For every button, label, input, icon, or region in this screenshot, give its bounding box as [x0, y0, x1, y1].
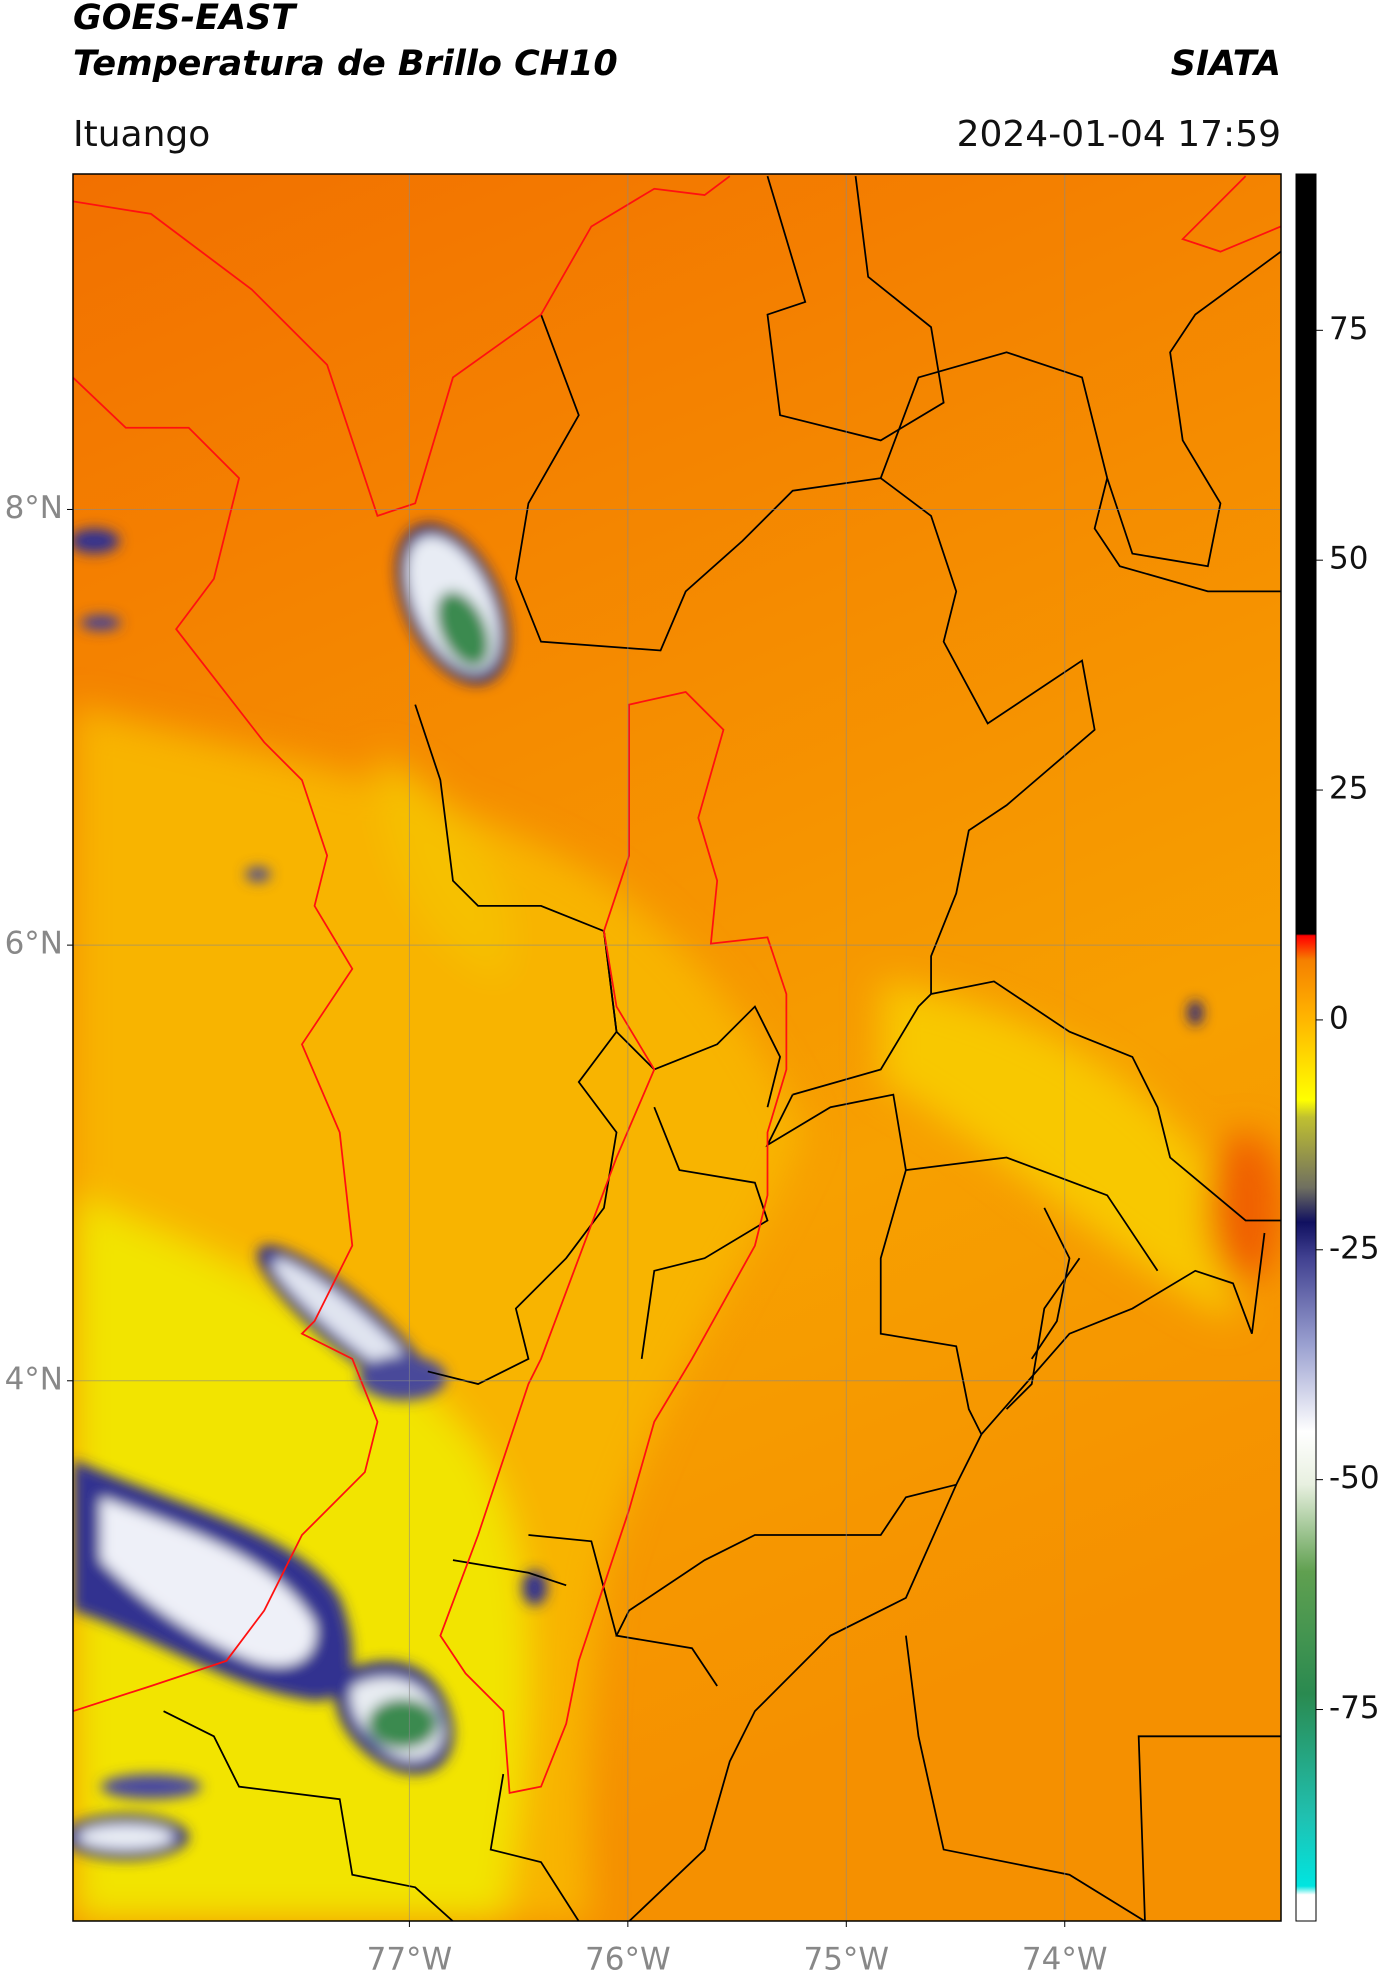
subtitle: Temperatura de Brillo CH10 — [73, 44, 618, 84]
colorbar-tick-label: -25 — [1329, 1230, 1380, 1266]
colorbar-tick-label: 25 — [1329, 771, 1368, 807]
x-tick-label: 75°W — [803, 1942, 889, 1978]
colorbar — [1295, 173, 1317, 1922]
x-tick-label: 74°W — [1022, 1942, 1108, 1978]
region: Ituango — [73, 114, 210, 155]
y-tick-label: 8°N — [5, 490, 63, 526]
y-tick-label: 6°N — [5, 926, 63, 962]
datetime: 2024-01-04 17:59 — [957, 114, 1281, 155]
colorbar-tick-label: 50 — [1329, 541, 1368, 577]
x-tick-label: 77°W — [367, 1942, 453, 1978]
colorbar-tick-label: -50 — [1329, 1460, 1380, 1496]
map-frame — [72, 173, 1282, 1922]
colorbar-tick-label: -75 — [1329, 1690, 1380, 1726]
grid — [73, 174, 1281, 1921]
x-tick-label: 76°W — [585, 1942, 671, 1978]
colorbar-tick-label: 0 — [1329, 1000, 1349, 1036]
y-tick-label: 4°N — [5, 1361, 63, 1397]
colorbar-tick-label: 75 — [1329, 311, 1368, 347]
map-image — [73, 174, 1281, 1921]
title: GOES-EAST — [73, 0, 298, 38]
source: SIATA — [1171, 44, 1281, 84]
